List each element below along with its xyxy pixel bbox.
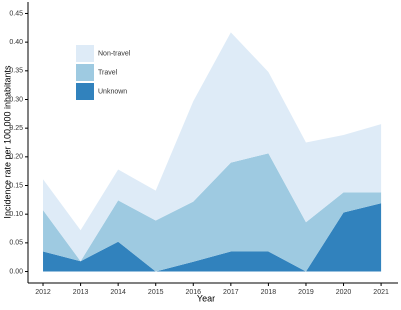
- x-tick-label: 2012: [35, 289, 51, 296]
- y-tick-label: 0.10: [9, 211, 23, 218]
- legend-key: [76, 64, 94, 81]
- legend-key: [76, 83, 94, 100]
- legend-label: Unknown: [98, 88, 127, 95]
- area: [43, 32, 382, 262]
- area: [43, 153, 382, 272]
- x-axis-title: Year: [197, 293, 215, 303]
- y-tick-label: 0.15: [9, 182, 23, 189]
- x-tick-label: 2015: [148, 289, 164, 296]
- y-tick-label: 0.25: [9, 125, 23, 132]
- y-tick-label: 0.30: [9, 96, 23, 103]
- x-tick-label: 2017: [223, 289, 239, 296]
- x-tick-label: 2021: [373, 289, 389, 296]
- x-tick-label: 2018: [261, 289, 277, 296]
- x-tick-label: 2013: [73, 289, 89, 296]
- legend-key: [76, 45, 94, 62]
- x-tick-label: 2014: [110, 289, 126, 296]
- legend-label: Travel: [98, 69, 118, 76]
- y-tick-label: 0.00: [9, 268, 23, 275]
- y-tick-label: 0.20: [9, 154, 23, 161]
- x-tick-label: 2016: [185, 289, 201, 296]
- legend-label: Non-travel: [98, 50, 131, 57]
- x-tick-label: 2020: [336, 289, 352, 296]
- y-tick-label: 0.35: [9, 68, 23, 75]
- y-tick-label: 0.05: [9, 240, 23, 247]
- area: [43, 203, 382, 272]
- y-tick-label: 0.40: [9, 39, 23, 46]
- x-tick-label: 2019: [298, 289, 314, 296]
- y-tick-label: 0.45: [9, 10, 23, 17]
- y-axis-title: Incidence rate per 100,000 inhabitants: [2, 65, 12, 219]
